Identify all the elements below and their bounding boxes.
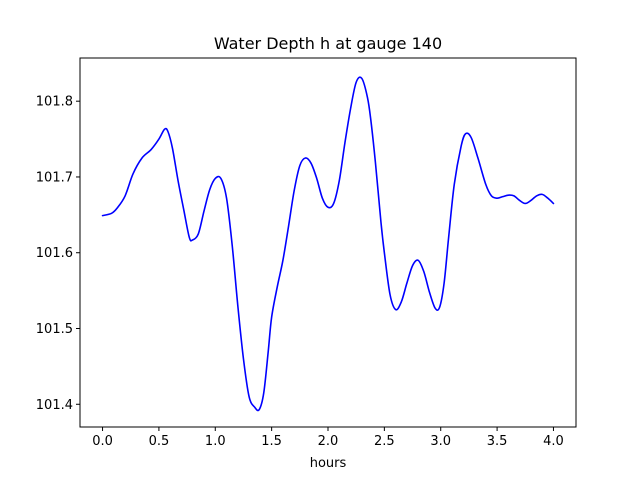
x-axis-ticks: 0.0 0.5 1.0 1.5 2.0 2.5 3.0 3.5 4.0: [92, 427, 564, 449]
x-tick-label: 1.5: [261, 434, 282, 449]
y-tick-label: 101.7: [36, 170, 73, 185]
x-tick-label: 1.0: [205, 434, 226, 449]
x-tick-label: 4.0: [543, 434, 564, 449]
plot-area-frame: [79, 57, 577, 428]
y-tick-label: 101.5: [36, 322, 73, 337]
x-tick-label: 2.0: [318, 434, 339, 449]
y-tick-label: 101.4: [36, 398, 73, 413]
y-tick-label: 101.6: [36, 246, 73, 261]
x-tick-label: 0.5: [149, 434, 170, 449]
y-tick-label: 101.8: [36, 95, 73, 110]
series-line-water-depth: [101, 76, 555, 412]
x-tick-label: 2.5: [374, 434, 395, 449]
x-tick-label: 3.0: [430, 434, 451, 449]
x-tick-label: 0.0: [92, 434, 113, 449]
chart-title: Water Depth h at gauge 140: [214, 34, 442, 53]
x-axis-label: hours: [310, 456, 347, 471]
x-tick-label: 3.5: [487, 434, 508, 449]
y-axis-ticks: 101.4 101.5 101.6 101.7 101.8: [36, 95, 80, 413]
